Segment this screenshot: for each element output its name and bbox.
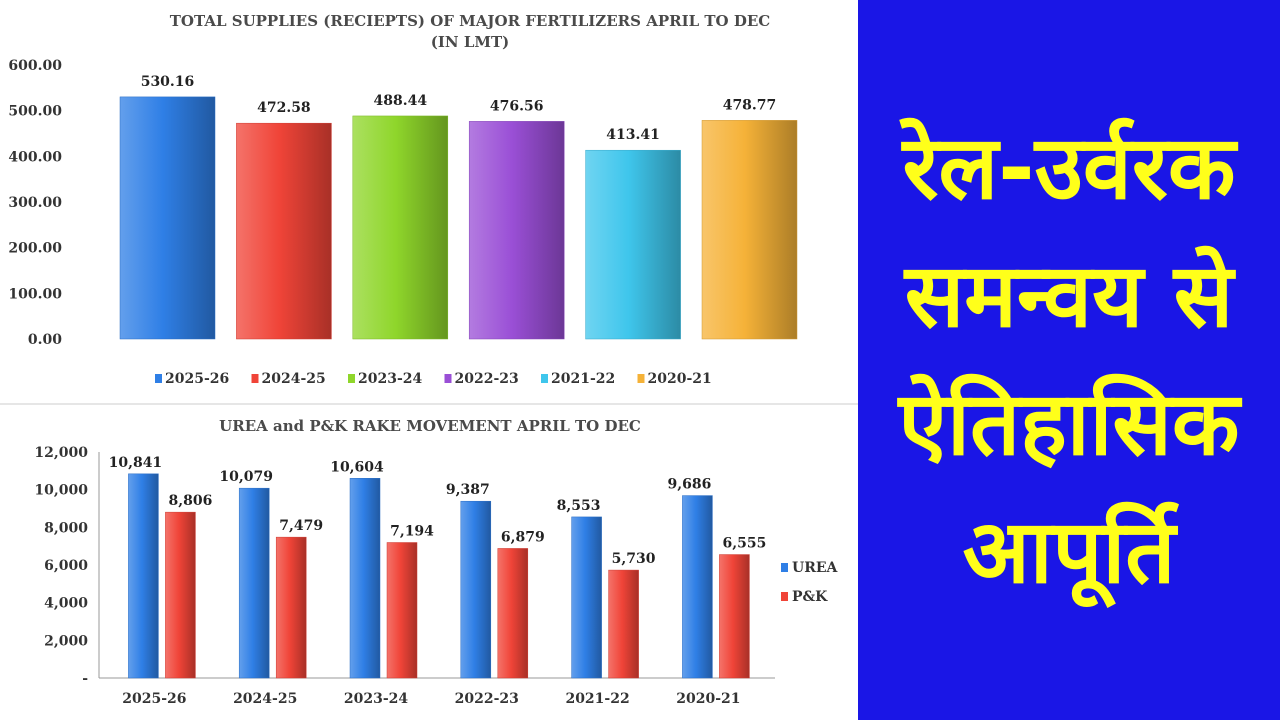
pk-bar (719, 554, 750, 679)
y-tick-label: 200.00 (8, 241, 62, 257)
legend-swatch (444, 374, 452, 383)
headline-line-2: समन्वय से (904, 244, 1234, 347)
chart-divider (0, 403, 858, 405)
x-category-label: 2025-26 (122, 691, 186, 707)
bar-value-label: 6,879 (501, 529, 545, 545)
urea-bar (460, 500, 492, 679)
x-category-label: 2022-23 (455, 691, 519, 707)
legend-swatch (348, 374, 355, 383)
legend-swatch (251, 374, 259, 383)
y-tick-label: 500.00 (8, 104, 62, 120)
pk-bar (608, 569, 639, 679)
y-tick-label: 0.00 (28, 332, 62, 348)
bar-value-label: 7,479 (279, 518, 323, 534)
headline-panel: रेल-उर्वरक समन्वय से ऐतिहासिक आपूर्ति (858, 0, 1280, 720)
legend-label: 2022-23 (455, 371, 519, 387)
legend-label: 2025-26 (165, 371, 229, 387)
x-category-label: 2020-21 (676, 691, 740, 707)
y-tick-label: 6,000 (44, 558, 88, 574)
legend-swatch (781, 563, 788, 572)
y-tick-label: 12,000 (34, 445, 88, 461)
supply-bar (119, 96, 216, 340)
bar-value-label: 10,079 (219, 469, 273, 485)
y-tick-label: 300.00 (8, 195, 62, 211)
chart1-title-line2: (IN LMT) (431, 33, 509, 51)
y-tick-label: 100.00 (8, 286, 62, 302)
urea-bar (682, 495, 713, 679)
urea-bar (349, 478, 381, 679)
bar-value-label: 6,555 (722, 536, 766, 552)
y-tick-label: 400.00 (8, 149, 62, 165)
supply-bar (468, 121, 565, 340)
chart2-title: UREA and P&K RAKE MOVEMENT APRIL TO DEC (219, 417, 641, 435)
legend-label: 2023-24 (358, 371, 423, 387)
bar-value-label: 472.58 (257, 100, 311, 116)
y-tick-label: 4,000 (44, 596, 88, 612)
pk-bar (386, 542, 418, 679)
supply-bar (585, 149, 681, 340)
x-category-label: 2021-22 (565, 691, 629, 707)
urea-bar (571, 516, 602, 679)
bar-value-label: 8,553 (557, 498, 601, 514)
y-tick-label: - (82, 671, 88, 687)
x-category-label: 2023-24 (344, 691, 409, 707)
legend-swatch (541, 374, 548, 383)
y-tick-label: 10,000 (34, 483, 88, 499)
chart1-title-line1: TOTAL SUPPLIES (RECIEPTS) OF MAJOR FERTI… (170, 12, 771, 30)
bar-value-label: 9,686 (667, 477, 711, 493)
legend-swatch (781, 592, 788, 601)
headline-line-1: रेल-उर्वरक (902, 116, 1236, 219)
bar-value-label: 413.41 (606, 127, 660, 143)
supply-bar (236, 122, 332, 340)
headline-line-3: ऐतिहासिक (898, 372, 1240, 475)
fertilizer-supplies-chart: TOTAL SUPPLIES (RECIEPTS) OF MAJOR FERTI… (0, 0, 858, 403)
x-category-label: 2024-25 (233, 691, 297, 707)
bar-value-label: 8,806 (168, 493, 212, 509)
bar-value-label: 7,194 (390, 524, 434, 540)
legend-label: 2021-22 (551, 371, 615, 387)
legend-label: P&K (792, 589, 828, 605)
bar-value-label: 5,730 (612, 551, 656, 567)
pk-bar (497, 548, 529, 679)
bar-value-label: 476.56 (490, 98, 544, 114)
urea-bar (128, 473, 159, 679)
bar-value-label: 530.16 (141, 74, 195, 90)
pk-bar (275, 536, 307, 679)
bar-value-label: 488.44 (374, 93, 428, 109)
supply-bar (352, 115, 449, 340)
legend-label: 2020-21 (648, 371, 712, 387)
bar-value-label: 10,604 (330, 459, 384, 475)
supply-bar (701, 120, 798, 340)
bar-value-label: 9,387 (446, 482, 490, 498)
y-tick-label: 8,000 (44, 520, 88, 536)
bar-value-label: 478.77 (723, 97, 777, 113)
legend-label: 2024-25 (262, 371, 326, 387)
legend-swatch (637, 374, 645, 383)
headline-line-4: आपूर्ति (962, 500, 1176, 603)
rake-movement-chart-svg: UREA and P&K RAKE MOVEMENT APRIL TO DEC … (34, 417, 839, 707)
y-tick-label: 600.00 (8, 58, 62, 74)
bar-value-label: 10,841 (109, 455, 163, 471)
y-tick-label: 2,000 (44, 633, 88, 649)
rake-movement-chart: UREA and P&K RAKE MOVEMENT APRIL TO DEC … (0, 405, 858, 720)
legend-label: UREA (792, 560, 839, 576)
pk-bar (165, 511, 196, 679)
fertilizer-supplies-chart-svg: TOTAL SUPPLIES (RECIEPTS) OF MAJOR FERTI… (8, 12, 798, 387)
urea-bar (238, 487, 270, 679)
legend-swatch (155, 374, 162, 383)
